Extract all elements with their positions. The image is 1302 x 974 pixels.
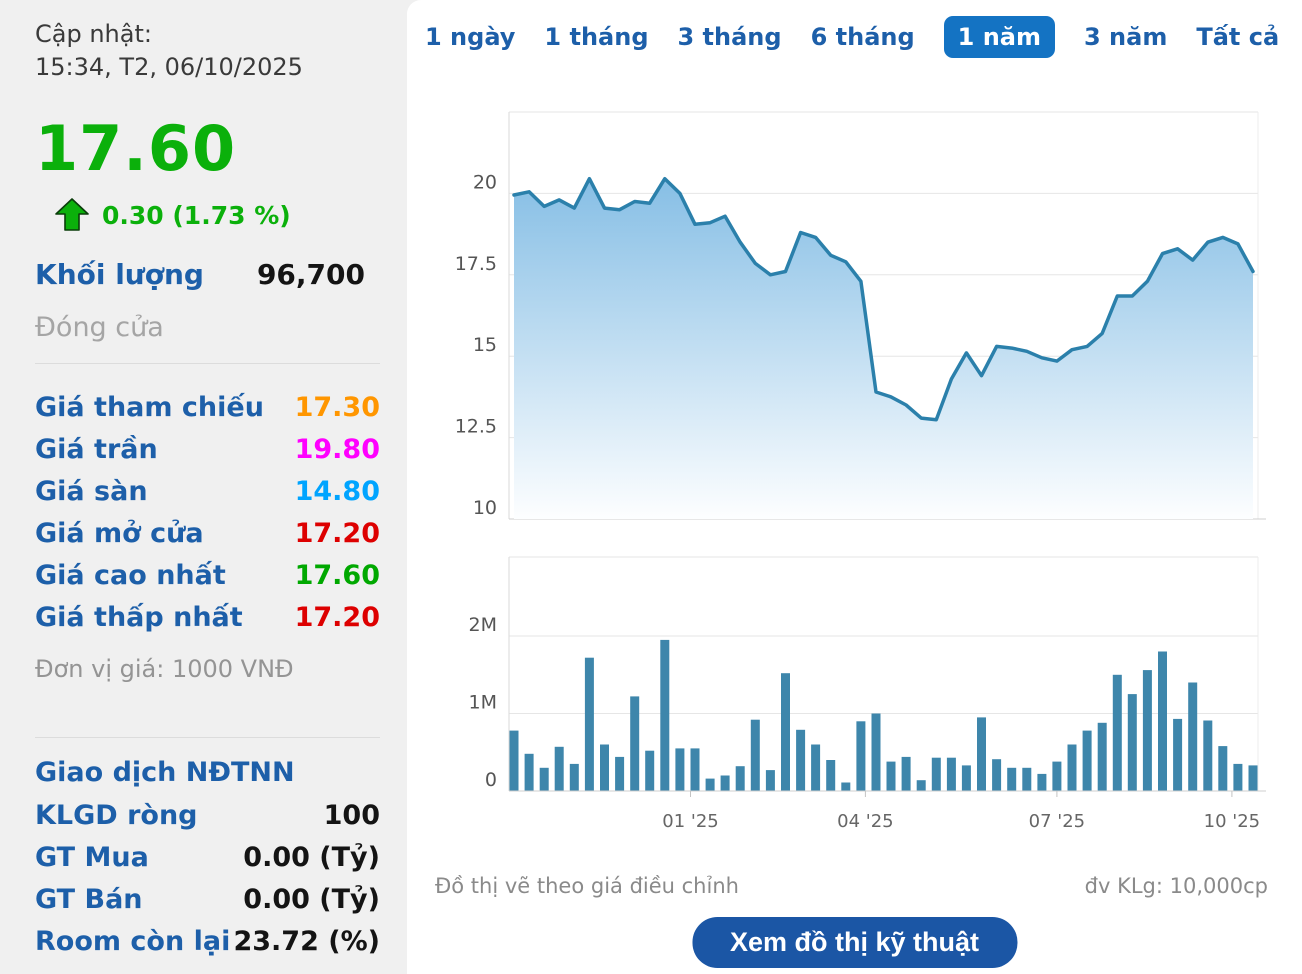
foreign-section-title: Giao dịch NĐTNN	[35, 756, 295, 788]
price-info-label: Giá sàn	[35, 475, 148, 507]
foreign-info-label: GT Mua	[35, 841, 149, 873]
svg-text:17.5: 17.5	[455, 253, 497, 275]
divider	[35, 363, 380, 364]
volume-value: 96,700	[256, 258, 365, 291]
volume-label: Khối lượng	[35, 258, 204, 291]
current-price: 17.60	[35, 112, 237, 185]
updated-time: 15:34, T2, 06/10/2025	[35, 53, 303, 81]
foreign-info-row: KLGD ròng 100	[35, 794, 380, 836]
chart-footer-notes: Đồ thị vẽ theo giá điều chỉnh đv KLg: 10…	[435, 874, 1268, 898]
tab-period-2[interactable]: 1 tháng	[544, 23, 649, 51]
foreign-info-value: 23.72 (%)	[233, 925, 380, 957]
tab-period-6[interactable]: 3 năm	[1084, 23, 1168, 51]
price-info-label: Giá trần	[35, 433, 158, 465]
foreign-rows: KLGD ròng 100 GT Mua 0.00 (Tỷ) GT Bán 0.00 (T…	[35, 794, 385, 962]
foreign-info-label: GT Bán	[35, 883, 143, 915]
svg-text:2M: 2M	[469, 614, 497, 636]
foreign-info-value: 0.00 (Tỷ)	[243, 841, 380, 873]
price-unit-note: Đơn vị giá: 1000 VNĐ	[35, 655, 294, 683]
price-info-label: Giá mở cửa	[35, 517, 204, 549]
up-arrow-icon	[55, 198, 89, 231]
svg-text:10: 10	[473, 497, 497, 519]
price-change: 0.30 (1.73 %)	[102, 200, 291, 230]
tab-period-5[interactable]: 1 năm	[943, 16, 1055, 58]
foreign-info-row: GT Mua 0.00 (Tỷ)	[35, 836, 380, 878]
foreign-info-row: GT Bán 0.00 (Tỷ)	[35, 878, 380, 920]
close-label: Đóng cửa	[35, 312, 164, 343]
tab-period-7[interactable]: Tất cả	[1196, 23, 1280, 51]
price-info-value: 17.60	[294, 559, 380, 591]
svg-text:04 '25: 04 '25	[837, 811, 893, 832]
foreign-info-label: Room còn lại	[35, 925, 231, 957]
price-info-row: Giá mở cửa 17.20	[35, 512, 380, 554]
svg-text:01 '25: 01 '25	[662, 811, 718, 832]
period-tabs: 1 ngày 1 tháng 3 tháng 6 tháng 1 năm 3 năm Tất…	[425, 14, 1302, 60]
foreign-info-value: 0.00 (Tỷ)	[243, 883, 380, 915]
foreign-info-label: KLGD ròng	[35, 799, 198, 831]
price-info-value: 17.30	[294, 391, 380, 423]
svg-text:0: 0	[485, 769, 497, 791]
stock-info-sidebar: Cập nhật: 15:34, T2, 06/10/2025 17.60 0.…	[0, 0, 407, 974]
volume-unit-note: đv KLg: 10,000cp	[1084, 874, 1268, 898]
foreign-info-value: 100	[323, 799, 380, 831]
price-info-label: Giá thấp nhất	[35, 601, 243, 633]
price-info-value: 19.80	[294, 433, 380, 465]
price-info-value: 14.80	[294, 475, 380, 507]
svg-text:15: 15	[473, 334, 497, 356]
price-info-row: Giá thấp nhất 17.20	[35, 596, 380, 638]
chart-panel: 1 ngày 1 tháng 3 tháng 6 tháng 1 năm 3 năm Tất…	[407, 0, 1302, 974]
price-info-row: Giá sàn 14.80	[35, 470, 380, 512]
price-info-row: Giá trần 19.80	[35, 428, 380, 470]
adjusted-price-note: Đồ thị vẽ theo giá điều chỉnh	[435, 874, 739, 898]
svg-text:12.5: 12.5	[455, 416, 497, 438]
price-info-value: 17.20	[294, 517, 380, 549]
svg-text:1M: 1M	[469, 692, 497, 714]
tab-period-1[interactable]: 1 ngày	[425, 23, 516, 51]
divider	[35, 737, 380, 738]
volume-bar-chart[interactable]: 0 1M 2M 01 '25 04 '25 07 '25 10 '25	[425, 543, 1300, 855]
technical-chart-button[interactable]: Xem đồ thị kỹ thuật	[691, 917, 1018, 968]
price-info-value: 17.20	[294, 601, 380, 633]
price-info-label: Giá cao nhất	[35, 559, 226, 591]
foreign-info-row: Room còn lại 23.72 (%)	[35, 920, 380, 962]
tab-period-4[interactable]: 6 tháng	[810, 23, 915, 51]
price-info-row: Giá tham chiếu 17.30	[35, 386, 380, 428]
updated-label: Cập nhật:	[35, 20, 152, 48]
svg-text:20: 20	[473, 171, 497, 193]
price-rows: Giá tham chiếu 17.30 Giá trần 19.80 Giá sàn 1…	[35, 386, 385, 638]
svg-text:07 '25: 07 '25	[1029, 811, 1085, 832]
tab-period-3[interactable]: 3 tháng	[677, 23, 782, 51]
price-info-label: Giá tham chiếu	[35, 391, 264, 423]
volume-row: Khối lượng 96,700	[35, 258, 365, 291]
price-area-chart[interactable]: 10 12.5 15 17.5 20	[425, 95, 1300, 545]
svg-text:10 '25: 10 '25	[1204, 811, 1260, 832]
price-info-row: Giá cao nhất 17.60	[35, 554, 380, 596]
price-change-row: 0.30 (1.73 %)	[55, 197, 385, 233]
